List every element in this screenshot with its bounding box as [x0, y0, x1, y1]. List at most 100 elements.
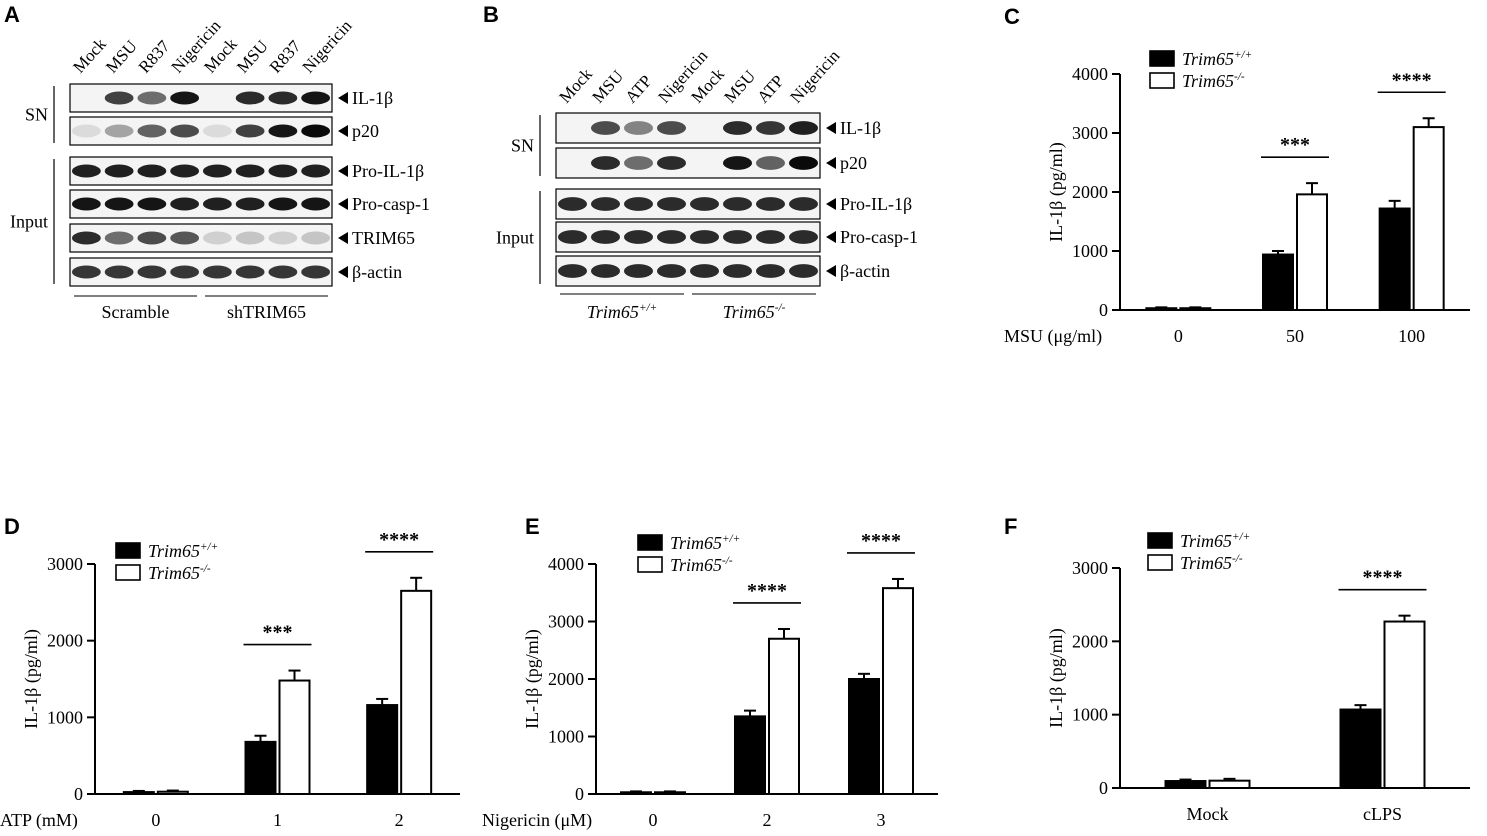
band-actin-5	[722, 264, 753, 278]
band-actin-1	[104, 265, 134, 279]
band-pro-casp-1-5	[235, 197, 265, 211]
band-p20-2	[623, 156, 654, 170]
lane-label-atp-2: ATP	[621, 71, 655, 106]
bar--2	[768, 637, 800, 795]
x-axis-label: MSU (μg/ml)	[1004, 326, 1102, 347]
legend-swatch-	[115, 564, 141, 581]
x-axis-label: Nigericin (μM)	[482, 810, 592, 831]
lane-label-mock-0: Mock	[69, 34, 110, 77]
significance-marker-2: ****	[379, 530, 419, 551]
band-trim65-5	[235, 231, 265, 245]
band-il-1-6	[755, 121, 786, 135]
bar--50	[1262, 253, 1294, 311]
band-il-1-5	[722, 121, 753, 135]
legend-label-: Trim65-/-	[148, 563, 211, 583]
bar--mock	[1208, 779, 1251, 790]
significance-marker-clps: ****	[1363, 567, 1403, 589]
y-tick-label-3000: 3000	[1072, 558, 1108, 578]
bar--2	[366, 704, 399, 795]
group-label-scramble: Scramble	[102, 302, 170, 322]
arrow-pro-casp-1	[338, 198, 348, 210]
arrow-p20	[826, 157, 836, 169]
bar--clps	[1339, 708, 1382, 790]
significance-marker-1: ***	[263, 622, 293, 644]
bar--3	[882, 587, 914, 796]
band-actin-2	[623, 264, 654, 278]
band-p20-1	[590, 156, 621, 170]
blot-label-il-1: IL-1β	[352, 88, 393, 108]
y-axis-label: IL-1β (pg/ml)	[1046, 628, 1067, 728]
band-pro-casp-1-1	[590, 230, 621, 244]
band-pro-il-1-7	[788, 197, 819, 211]
band-p20-5	[235, 124, 265, 138]
band-pro-casp-1-0	[557, 230, 588, 244]
y-tick-label-2000: 2000	[1072, 631, 1108, 651]
x-tick-label-0: 0	[649, 810, 658, 830]
arrow-pro-il-1	[826, 198, 836, 210]
band-trim65-7	[301, 231, 331, 245]
band-pro-il-1-5	[722, 197, 753, 211]
band-p20-6	[755, 156, 786, 170]
panel-label-f: F	[1004, 514, 1018, 539]
panel-label-e: E	[525, 514, 540, 539]
legend-swatch-	[115, 542, 141, 559]
arrow-il-1	[826, 122, 836, 134]
band-p20-6	[268, 124, 298, 138]
band-pro-il-1-2	[623, 197, 654, 211]
bar--1	[244, 740, 277, 796]
band-pro-casp-1-2	[623, 230, 654, 244]
band-pro-casp-1-6	[755, 230, 786, 244]
y-tick-label-4000: 4000	[548, 554, 584, 574]
y-tick-label-2000: 2000	[1072, 182, 1108, 202]
x-tick-label-1: 1	[273, 810, 282, 830]
band-il-1-7	[301, 91, 331, 105]
bar--1	[278, 679, 311, 796]
band-pro-casp-1-4	[689, 230, 720, 244]
bar--0	[654, 791, 686, 795]
arrow-p20	[338, 125, 348, 137]
band-pro-il-1-5	[235, 164, 265, 178]
bar--0	[122, 791, 155, 796]
band-pro-casp-1-7	[301, 197, 331, 211]
x-tick-label-clps: cLPS	[1363, 804, 1402, 824]
band-pro-casp-1-5	[722, 230, 753, 244]
panel-label-d: D	[4, 514, 20, 539]
band-il-1-1	[590, 121, 621, 135]
y-tick-label-0: 0	[1099, 300, 1108, 320]
significance-marker-100: ****	[1392, 69, 1432, 91]
x-tick-label-50: 50	[1286, 326, 1304, 346]
y-tick-label-3000: 3000	[1072, 123, 1108, 143]
arrow-il-1	[338, 92, 348, 104]
lane-label-msu-1: MSU	[102, 37, 141, 77]
western-blot-panel-a: MockMSUR837NigericinMockMSUR837Nigericin…	[10, 16, 430, 322]
panel-label-a: A	[4, 2, 20, 27]
band-actin-7	[788, 264, 819, 278]
band-pro-il-1-2	[137, 164, 167, 178]
lane-label-nigericin-7: Nigericin	[786, 46, 843, 107]
section-label-input: Input	[10, 212, 48, 232]
band-pro-il-1-1	[104, 164, 134, 178]
band-p20-7	[788, 156, 819, 170]
legend-swatch-	[1149, 72, 1175, 89]
blot-label-actin: β-actin	[352, 262, 402, 282]
x-tick-label-100: 100	[1398, 326, 1425, 346]
blot-label-pro-casp-1: Pro-casp-1	[352, 194, 430, 214]
legend-label-: Trim65+/+	[1180, 531, 1250, 551]
bar-chart-panel-f: 0 1000 2000 3000 IL-1β (pg/ml) Mock cLPS **** Tr…	[1046, 531, 1470, 824]
band-actin-7	[301, 265, 331, 279]
lane-label-nigericin-7: Nigericin	[298, 16, 355, 77]
blot-label-il-1: IL-1β	[840, 118, 881, 138]
group-label-shtrim65: shTRIM65	[227, 302, 306, 322]
bar--0	[156, 790, 189, 796]
arrow-actin	[338, 266, 348, 278]
y-tick-label-1000: 1000	[1072, 241, 1108, 261]
legend-label-: Trim65+/+	[148, 541, 218, 561]
y-axis-label: IL-1β (pg/ml)	[21, 629, 42, 729]
legend-swatch-	[1147, 532, 1173, 549]
bar-chart-panel-d: 0 1000 2000 3000 IL-1β (pg/ml) ATP (mM) 0 1 *** 2…	[0, 530, 460, 831]
significance-marker-3: ****	[861, 530, 901, 552]
band-p20-4	[202, 124, 232, 138]
significance-marker-50: ***	[1280, 134, 1310, 156]
band-actin-0	[71, 265, 101, 279]
band-pro-casp-1-6	[268, 197, 298, 211]
